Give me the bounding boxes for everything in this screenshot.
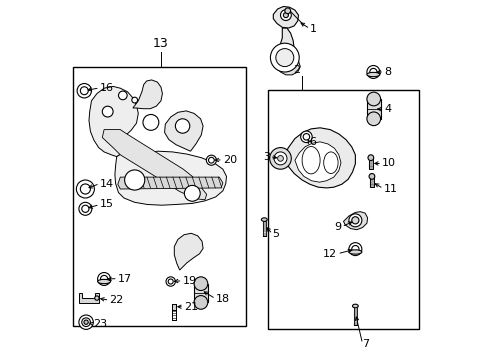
Circle shape — [194, 296, 207, 309]
Circle shape — [366, 112, 380, 126]
Circle shape — [102, 106, 113, 117]
Polygon shape — [118, 177, 223, 189]
Circle shape — [300, 131, 311, 143]
Text: 11: 11 — [383, 184, 397, 194]
Text: 21: 21 — [183, 302, 198, 312]
Circle shape — [270, 43, 299, 72]
Text: 9: 9 — [334, 222, 341, 232]
Circle shape — [124, 170, 144, 190]
Circle shape — [280, 10, 291, 21]
Circle shape — [98, 273, 110, 285]
Text: 6: 6 — [309, 137, 316, 147]
Circle shape — [208, 157, 214, 163]
Circle shape — [80, 184, 90, 194]
Circle shape — [84, 320, 88, 324]
Circle shape — [166, 277, 175, 286]
Bar — [171, 304, 176, 310]
Text: 18: 18 — [215, 294, 229, 304]
Ellipse shape — [323, 152, 337, 174]
Circle shape — [269, 148, 291, 169]
Circle shape — [303, 134, 309, 140]
Polygon shape — [276, 58, 300, 75]
Polygon shape — [276, 28, 294, 67]
Bar — [353, 307, 356, 325]
Polygon shape — [174, 233, 203, 270]
Circle shape — [368, 174, 374, 179]
Circle shape — [79, 202, 92, 215]
Bar — [366, 99, 380, 119]
Ellipse shape — [366, 72, 379, 77]
Circle shape — [132, 97, 137, 103]
Ellipse shape — [348, 250, 361, 254]
Circle shape — [348, 214, 361, 227]
Circle shape — [95, 296, 99, 300]
Circle shape — [206, 155, 216, 165]
Text: 3: 3 — [262, 152, 269, 162]
Circle shape — [277, 156, 283, 161]
Text: 19: 19 — [182, 276, 196, 286]
Circle shape — [76, 180, 94, 198]
Polygon shape — [283, 128, 355, 188]
Text: 7: 7 — [362, 339, 369, 349]
Text: 10: 10 — [381, 158, 395, 168]
Circle shape — [275, 49, 293, 67]
Polygon shape — [102, 130, 206, 200]
Ellipse shape — [352, 304, 358, 308]
Circle shape — [366, 66, 379, 78]
Text: 12: 12 — [323, 249, 337, 259]
Bar — [368, 158, 372, 169]
Text: 1: 1 — [309, 24, 316, 34]
Ellipse shape — [261, 218, 266, 221]
Text: 23: 23 — [93, 319, 107, 329]
Circle shape — [81, 205, 89, 212]
Circle shape — [175, 119, 189, 133]
Text: 4: 4 — [384, 104, 390, 114]
Polygon shape — [89, 86, 138, 157]
Circle shape — [80, 87, 88, 95]
Text: 2: 2 — [293, 65, 300, 75]
Polygon shape — [273, 6, 298, 28]
Ellipse shape — [302, 147, 320, 174]
Ellipse shape — [98, 279, 110, 284]
Circle shape — [118, 91, 127, 100]
Circle shape — [101, 275, 107, 283]
Bar — [194, 284, 207, 302]
Text: 22: 22 — [109, 295, 123, 305]
Circle shape — [142, 114, 159, 130]
Circle shape — [77, 84, 91, 98]
Text: 8: 8 — [384, 67, 390, 77]
Bar — [369, 176, 373, 187]
Circle shape — [273, 152, 286, 165]
Circle shape — [348, 243, 361, 256]
Circle shape — [351, 217, 358, 224]
Text: 20: 20 — [223, 155, 237, 165]
Circle shape — [194, 277, 207, 291]
Circle shape — [369, 68, 376, 76]
Polygon shape — [294, 142, 340, 182]
Bar — [267, 90, 418, 329]
Polygon shape — [115, 151, 226, 205]
Circle shape — [81, 318, 90, 327]
Circle shape — [79, 315, 93, 329]
Text: 17: 17 — [118, 274, 132, 284]
Circle shape — [283, 13, 288, 18]
Text: 16: 16 — [100, 83, 114, 93]
Polygon shape — [343, 212, 367, 230]
Text: 13: 13 — [153, 37, 168, 50]
Bar — [73, 67, 246, 326]
Circle shape — [366, 92, 380, 106]
Bar — [263, 221, 265, 236]
Circle shape — [284, 8, 290, 14]
Text: 14: 14 — [100, 179, 114, 189]
Polygon shape — [164, 111, 203, 151]
Circle shape — [351, 246, 358, 253]
Circle shape — [184, 185, 200, 201]
Polygon shape — [133, 80, 162, 109]
Circle shape — [168, 279, 173, 284]
Polygon shape — [79, 293, 99, 303]
Circle shape — [367, 155, 373, 161]
Text: 5: 5 — [272, 229, 279, 239]
Text: 15: 15 — [100, 199, 114, 210]
